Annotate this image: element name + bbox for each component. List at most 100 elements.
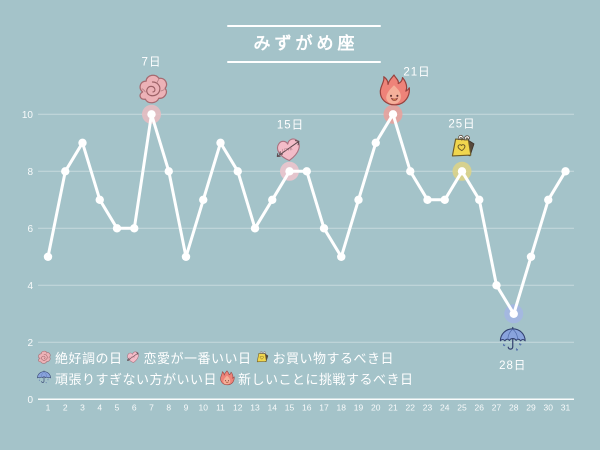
special-day-label: 21日: [403, 66, 430, 78]
annotation-layer: 7日 15日 21日 25日 28日: [139, 56, 526, 372]
data-point: [492, 281, 501, 290]
x-tick-label: 16: [302, 403, 312, 413]
legend-item: 絶好調の日: [36, 348, 123, 367]
x-tick-label: 10: [199, 403, 209, 413]
flower-icon: [139, 74, 168, 104]
data-point: [423, 195, 432, 204]
special-day-label: 15日: [277, 119, 304, 131]
x-tick-label: 22: [406, 403, 416, 413]
legend-label: 絶好調の日: [55, 350, 123, 366]
x-tick-label: 1: [46, 403, 51, 413]
y-tick-label: 2: [27, 338, 33, 349]
y-tick-label: 6: [27, 224, 33, 235]
data-point: [354, 195, 363, 204]
x-tick-label: 25: [457, 403, 467, 413]
y-tick-label: 8: [27, 167, 33, 178]
chart-title-box: みずがめ座: [227, 25, 381, 63]
page-title: みずがめ座: [253, 34, 359, 53]
x-tick-label: 12: [233, 403, 243, 413]
x-tick-label: 27: [492, 403, 502, 413]
title-rule-top: [227, 25, 381, 27]
legend-row-1: 絶好調の日 恋愛が一番いい日 お買い物するべき日: [36, 347, 416, 367]
x-tick-label: 21: [388, 403, 398, 413]
data-point: [147, 110, 156, 119]
data-point: [78, 138, 87, 147]
special-day-label: 25日: [448, 118, 475, 130]
data-point: [544, 195, 553, 204]
data-point: [371, 138, 380, 147]
data-point: [406, 167, 415, 176]
legend: 絶好調の日 恋愛が一番いい日 お買い物するべき日頑張りすぎない方がいい日 新しいことに…: [36, 347, 416, 389]
special-day-label: 28日: [499, 360, 526, 372]
x-tick-label: 14: [268, 403, 278, 413]
bag-icon: [451, 134, 475, 157]
umbrella-icon: [499, 326, 526, 351]
data-point: [250, 224, 260, 233]
x-tick-label: 26: [475, 403, 485, 413]
data-point: [319, 224, 329, 233]
x-tick-label: 24: [440, 403, 450, 413]
x-tick-label: 8: [166, 403, 171, 413]
data-point: [526, 252, 536, 261]
data-point: [561, 167, 570, 176]
data-point: [475, 195, 484, 204]
data-point: [216, 138, 225, 147]
series-layer: [43, 104, 570, 324]
x-tick-label: 31: [561, 403, 571, 413]
x-tick-label: 15: [285, 403, 295, 413]
x-tick-label: 19: [354, 403, 364, 413]
y-tick-label: 4: [27, 281, 33, 292]
data-point: [199, 195, 208, 204]
data-point: [43, 252, 53, 261]
data-point: [509, 309, 518, 318]
legend-label: 恋愛が一番いい日: [143, 350, 252, 366]
x-tick-label: 3: [80, 403, 85, 413]
x-tick-label: 2: [63, 403, 68, 413]
x-tick-label: 5: [115, 403, 120, 413]
fire-icon: [379, 74, 410, 106]
data-point: [95, 195, 104, 204]
legend-item: 恋愛が一番いい日: [125, 348, 252, 367]
data-point: [130, 224, 139, 233]
x-tick-label: 28: [509, 403, 519, 413]
x-tick-label: 30: [544, 403, 554, 413]
data-point: [268, 195, 277, 204]
heart-icon: [276, 138, 300, 162]
y-tick-label: 10: [22, 110, 34, 121]
data-point: [285, 167, 294, 176]
x-tick-label: 7: [149, 403, 154, 413]
x-tick-label: 4: [97, 403, 102, 413]
data-point: [302, 167, 311, 176]
data-point: [61, 167, 70, 176]
data-point: [112, 224, 122, 233]
flower-icon: [36, 349, 52, 365]
data-point: [164, 167, 173, 176]
special-day-label: 7日: [142, 56, 162, 68]
x-tick-label: 9: [184, 403, 189, 413]
x-tick-label: 11: [216, 403, 225, 413]
fortune-line: [46, 112, 567, 316]
data-point: [440, 195, 449, 204]
legend-row-2: 頑張りすぎない方がいい日 新しいことに挑戦するべき日: [36, 368, 416, 388]
heart-icon: [125, 349, 141, 365]
fire-icon: [219, 370, 235, 386]
legend-item: お買い物するべき日: [254, 348, 395, 367]
x-tick-label: 23: [423, 403, 433, 413]
data-point: [457, 167, 467, 176]
y-tick-label: 0: [27, 395, 33, 406]
x-tick-label: 18: [337, 403, 347, 413]
legend-item: 頑張りすぎない方がいい日: [36, 369, 217, 388]
umbrella-icon: [36, 370, 52, 386]
legend-label: 頑張りすぎない方がいい日: [55, 371, 218, 387]
x-tick-label: 6: [132, 403, 137, 413]
x-tick-label: 13: [250, 403, 260, 413]
legend-label: 新しいことに挑戦するべき日: [238, 371, 414, 387]
x-tick-label: 17: [319, 403, 329, 413]
bag-icon: [254, 349, 270, 365]
legend-label: お買い物するべき日: [272, 350, 395, 366]
data-point: [233, 167, 242, 176]
x-tick-label: 29: [526, 403, 536, 413]
